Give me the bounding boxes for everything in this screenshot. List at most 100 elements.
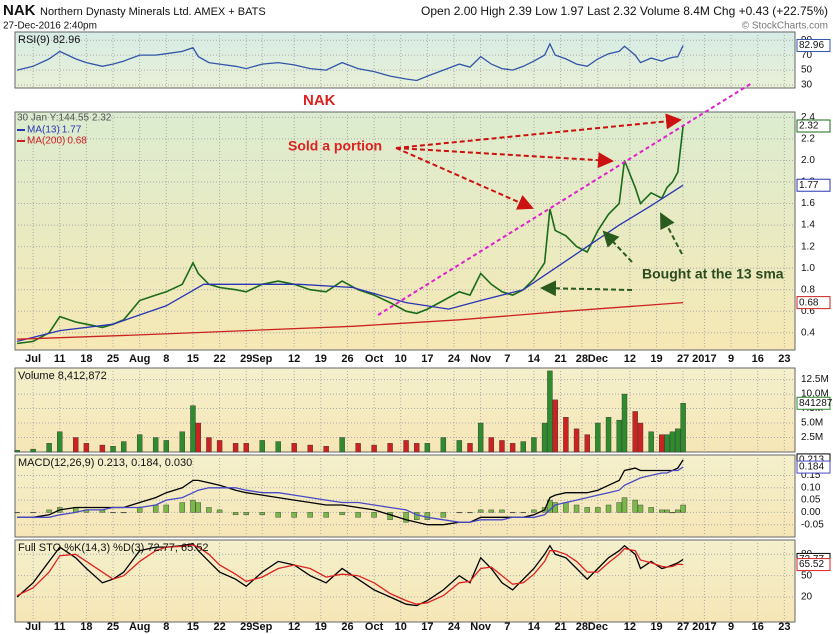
- bar: [509, 512, 516, 514]
- bar: [243, 512, 249, 516]
- bar: [637, 422, 644, 453]
- panel: 0.40.60.81.01.21.41.61.82.02.22.42.321.7…: [14, 92, 831, 351]
- bar: [664, 434, 670, 453]
- bar: [531, 437, 537, 453]
- x-tick-label: 11: [54, 621, 66, 633]
- x-tick-label: Dec: [588, 353, 608, 365]
- x-tick-label: 24: [448, 621, 461, 633]
- x-tick-label: 22: [213, 353, 225, 365]
- x-tick-label: Oct: [365, 353, 384, 365]
- y-tick-label: 30: [801, 80, 813, 91]
- bar: [339, 512, 345, 516]
- bar: [387, 512, 393, 520]
- x-tick-label: 7: [504, 621, 510, 633]
- bar: [275, 441, 281, 453]
- bar: [499, 509, 505, 513]
- bar: [584, 507, 590, 513]
- bar: [563, 417, 569, 453]
- bar: [414, 512, 420, 520]
- legend-value: 0.68: [67, 136, 87, 147]
- bar: [136, 434, 143, 453]
- bar: [499, 440, 505, 453]
- x-tick-label: 17: [421, 353, 433, 365]
- bar: [216, 440, 223, 453]
- bar: [440, 512, 447, 518]
- bar: [291, 512, 297, 518]
- line: [17, 466, 684, 523]
- bar: [573, 504, 580, 513]
- x-tick-label: 15: [187, 353, 199, 365]
- bar: [179, 431, 185, 453]
- x-tick-label: Sep: [252, 621, 272, 633]
- last-value-box: [796, 460, 831, 474]
- x-tick-label: 8: [163, 621, 169, 633]
- bar: [195, 502, 201, 513]
- bar: [73, 437, 79, 453]
- bar: [163, 440, 170, 453]
- bar: [477, 509, 484, 513]
- bar: [477, 422, 484, 453]
- x-tick-label: 19: [315, 621, 327, 633]
- x-tick-label: 10: [395, 621, 407, 633]
- x-tick-label: 12: [288, 353, 300, 365]
- bar: [355, 443, 361, 453]
- y-tick-label: 1.6: [801, 198, 815, 209]
- x-tick-label: Aug: [129, 353, 150, 365]
- y-tick-label: 1.0: [801, 263, 815, 274]
- panel-label: Full STO %K(14,3) %D(3) 72.77, 65.52: [18, 542, 209, 554]
- y-tick-label: 0.6: [801, 306, 815, 317]
- y-tick-label: 20: [801, 592, 813, 603]
- annotation: Bought at the 13 sma: [642, 266, 784, 282]
- x-tick-label: 9: [728, 353, 734, 365]
- bar: [99, 444, 106, 453]
- x-tick-label: 21: [554, 353, 566, 365]
- x-tick-label: Dec: [588, 621, 608, 633]
- panel-background: [14, 111, 796, 351]
- bar: [259, 440, 265, 453]
- x-tick-label: 14: [528, 621, 541, 633]
- bar: [659, 434, 665, 453]
- x-tick-label: Nov: [470, 621, 492, 633]
- y-tick-label: 0.4: [801, 327, 815, 338]
- bar: [424, 443, 431, 453]
- bar: [120, 441, 127, 453]
- bar: [680, 504, 686, 513]
- bar: [675, 428, 681, 453]
- bar: [30, 512, 36, 514]
- x-tick-label: 19: [650, 353, 662, 365]
- x-tick-label: Jul: [25, 353, 41, 365]
- x-tick-label: 29: [240, 353, 252, 365]
- bar: [339, 437, 345, 453]
- x-tick-label: 29: [240, 621, 252, 633]
- bar: [467, 512, 473, 514]
- bar: [371, 512, 377, 518]
- y-tick-label: 2.4: [801, 112, 815, 123]
- x-tick-label: 18: [80, 621, 92, 633]
- bar: [547, 499, 553, 513]
- x-tick-label: 2017: [692, 621, 716, 633]
- bar: [206, 507, 212, 513]
- y-tick-label: 50: [801, 570, 813, 581]
- bar: [563, 502, 569, 513]
- last-value-label: 8412872: [799, 398, 833, 409]
- bar: [621, 393, 628, 453]
- bar: [616, 502, 622, 513]
- line: [16, 544, 684, 605]
- x-tick-label: 28: [576, 353, 588, 365]
- last-value-label: 65.52: [799, 559, 824, 570]
- last-value-box: [796, 178, 831, 192]
- y-tick-label: 0.00: [801, 507, 821, 518]
- x-tick-label: 2017: [692, 353, 716, 365]
- bar: [456, 440, 463, 453]
- x-tick-label: 23: [778, 353, 790, 365]
- panel-background: [14, 539, 796, 623]
- bar: [179, 502, 185, 513]
- bar: [387, 443, 393, 453]
- bar: [456, 512, 463, 514]
- bar: [195, 422, 201, 453]
- bar: [605, 504, 612, 513]
- panel-label: MACD(12,26,9) 0.213, 0.184, 0.030: [18, 457, 192, 469]
- x-tick-label: 11: [54, 353, 66, 365]
